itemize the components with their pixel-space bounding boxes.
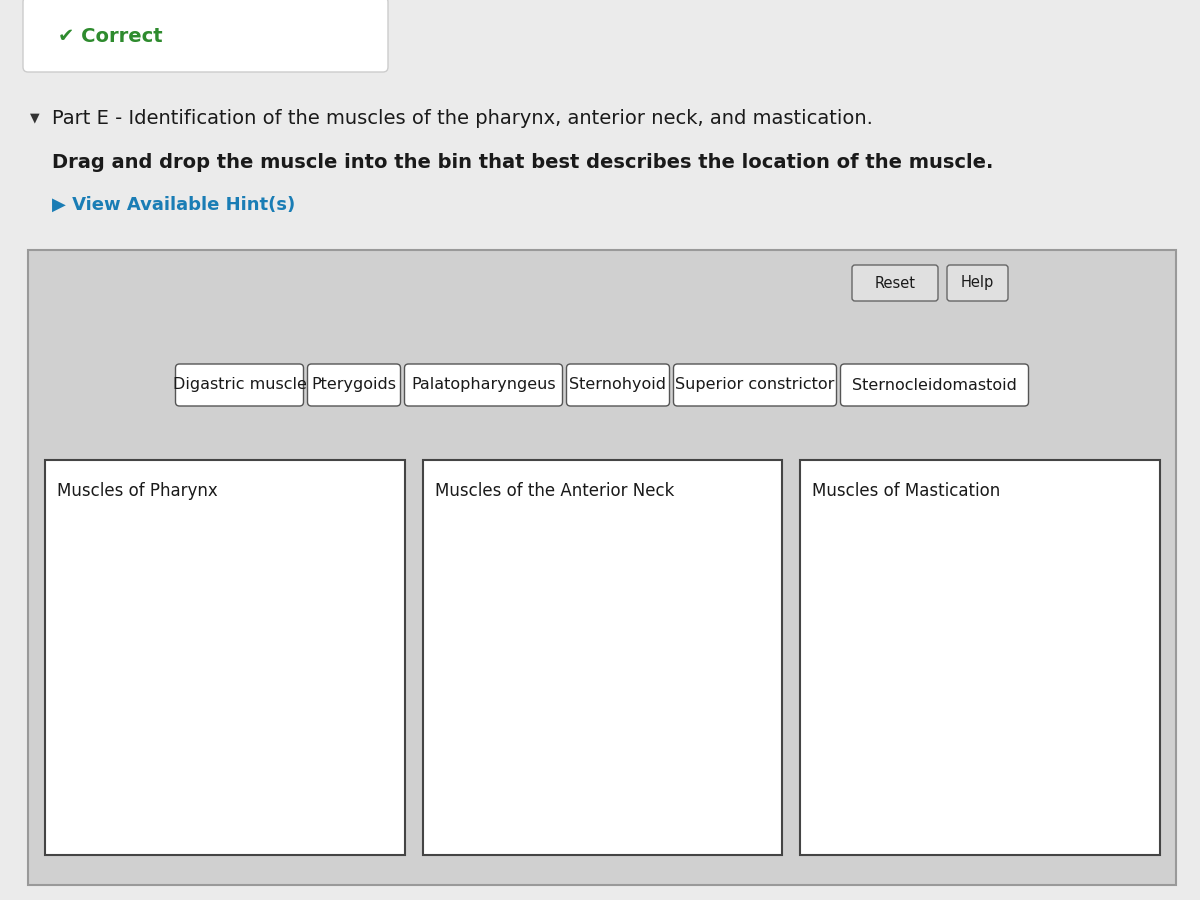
Text: Part E - Identification of the muscles of the pharynx, anterior neck, and mastic: Part E - Identification of the muscles o… [52,109,872,128]
Text: Reset: Reset [875,275,916,291]
Text: Sternohyoid: Sternohyoid [570,377,666,392]
Text: Superior constrictor: Superior constrictor [676,377,835,392]
FancyBboxPatch shape [566,364,670,406]
FancyBboxPatch shape [46,460,404,855]
FancyBboxPatch shape [840,364,1028,406]
FancyBboxPatch shape [28,250,1176,885]
Text: ▶ View Available Hint(s): ▶ View Available Hint(s) [52,196,295,214]
FancyBboxPatch shape [23,0,388,72]
FancyBboxPatch shape [800,460,1160,855]
Text: Palatopharyngeus: Palatopharyngeus [412,377,556,392]
FancyBboxPatch shape [175,364,304,406]
Text: ✔ Correct: ✔ Correct [58,26,163,46]
Text: Drag and drop the muscle into the bin that best describes the location of the mu: Drag and drop the muscle into the bin th… [52,154,994,173]
Text: ▼: ▼ [30,112,40,124]
Text: Digastric muscle: Digastric muscle [173,377,306,392]
Text: Help: Help [961,275,994,291]
Text: Muscles of Pharynx: Muscles of Pharynx [58,482,217,500]
FancyBboxPatch shape [422,460,782,855]
FancyBboxPatch shape [947,265,1008,301]
Text: Sternocleidomastoid: Sternocleidomastoid [852,377,1016,392]
Text: Muscles of the Anterior Neck: Muscles of the Anterior Neck [434,482,674,500]
FancyBboxPatch shape [307,364,401,406]
FancyBboxPatch shape [852,265,938,301]
Text: Pterygoids: Pterygoids [312,377,396,392]
FancyBboxPatch shape [673,364,836,406]
FancyBboxPatch shape [404,364,563,406]
Text: Muscles of Mastication: Muscles of Mastication [812,482,1001,500]
